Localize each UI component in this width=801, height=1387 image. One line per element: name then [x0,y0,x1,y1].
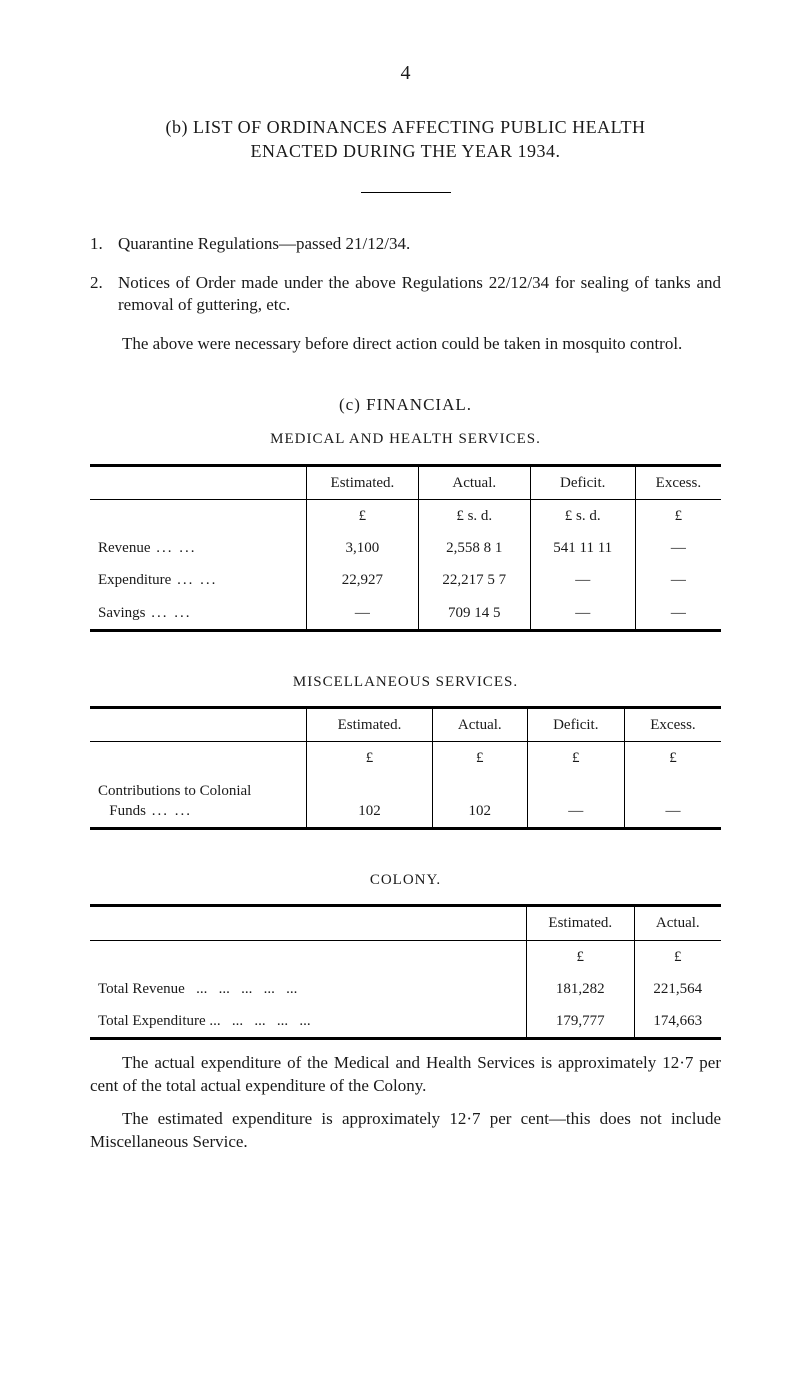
cell: 2,558 8 1 [418,532,530,564]
table-row: Savings — 709 14 5 — — [90,597,721,631]
cell: — [530,597,635,631]
row-label: Expenditure [98,572,171,588]
cell: 181,282 [527,973,635,1005]
cell: 179,777 [527,1005,635,1039]
heading-line-2: ENACTED DURING THE YEAR 1934. [90,139,721,163]
cell: — [635,532,721,564]
table-medical-health: Estimated. Actual. Deficit. Excess. £ £ … [90,464,721,632]
unit-est: £ [307,742,433,775]
table-row: Total Revenue ... ... ... ... ... 181,28… [90,973,721,1005]
th-excess: Excess. [635,465,721,499]
table-row: Contributions to Colonial Funds 102 102 … [90,775,721,829]
cell: — [530,564,635,596]
row-label-line2: Funds [109,803,146,819]
unit-est: £ [527,940,635,973]
unit-act: £ [634,940,721,973]
list-item-1-num: 1. [90,233,118,256]
para-conclusion-1: The actual expenditure of the Medical an… [90,1052,721,1098]
divider [361,192,451,193]
table-colony: Estimated. Actual. £ £ Total Revenue ...… [90,904,721,1040]
row-label: Revenue [98,540,150,556]
row-label: Total Revenue [98,981,185,997]
cell: 3,100 [307,532,419,564]
row-label-line1: Contributions to Colonial [98,783,251,799]
section-c-subtitle: MEDICAL AND HEALTH SERVICES. [90,429,721,449]
section-misc-title: MISCELLANEOUS SERVICES. [90,672,721,692]
cell: 102 [307,775,433,829]
th-deficit: Deficit. [530,465,635,499]
unit-exc: £ [624,742,721,775]
list-item-1: 1. Quarantine Regulations—passed 21/12/3… [90,233,721,256]
unit-act: £ s. d. [418,499,530,532]
table-row: Expenditure 22,927 22,217 5 7 — — [90,564,721,596]
cell: 541 11 11 [530,532,635,564]
cell: 709 14 5 [418,597,530,631]
page-number: 4 [90,60,721,87]
th-excess: Excess. [624,708,721,742]
table-row: Revenue 3,100 2,558 8 1 541 11 11 — [90,532,721,564]
th-actual: Actual. [634,906,721,940]
cell: 22,927 [307,564,419,596]
th-actual: Actual. [432,708,527,742]
cell: 22,217 5 7 [418,564,530,596]
unit-act: £ [432,742,527,775]
list-item-1-text: Quarantine Regulations—passed 21/12/34. [118,233,721,256]
row-label: Total Expenditure ... [98,1013,221,1029]
para-control: The above were necessary before direct a… [90,333,721,356]
th-actual: Actual. [418,465,530,499]
cell: — [307,597,419,631]
th-deficit: Deficit. [527,708,624,742]
th-estimated: Estimated. [307,465,419,499]
heading-line-1: (b) LIST OF ORDINANCES AFFECTING PUBLIC … [90,115,721,139]
table-row: Total Expenditure ... ... ... ... ... 17… [90,1005,721,1039]
list-item-2-text: Notices of Order made under the above Re… [118,272,721,318]
unit-def: £ s. d. [530,499,635,532]
page: 4 (b) LIST OF ORDINANCES AFFECTING PUBLI… [0,0,801,1387]
list-item-2: 2. Notices of Order made under the above… [90,272,721,318]
section-colony-title: COLONY. [90,870,721,890]
section-c-title: (c) FINANCIAL. [90,394,721,417]
table-misc-services: Estimated. Actual. Deficit. Excess. £ £ … [90,706,721,830]
cell: — [635,597,721,631]
cell: 174,663 [634,1005,721,1039]
unit-est: £ [307,499,419,532]
cell: — [527,775,624,829]
cell: 102 [432,775,527,829]
th-estimated: Estimated. [527,906,635,940]
row-label: Savings [98,605,146,621]
cell: — [635,564,721,596]
unit-exc: £ [635,499,721,532]
cell: 221,564 [634,973,721,1005]
para-conclusion-2: The estimated expenditure is approximate… [90,1108,721,1154]
cell: — [624,775,721,829]
unit-def: £ [527,742,624,775]
th-estimated: Estimated. [307,708,433,742]
list-item-2-num: 2. [90,272,118,318]
